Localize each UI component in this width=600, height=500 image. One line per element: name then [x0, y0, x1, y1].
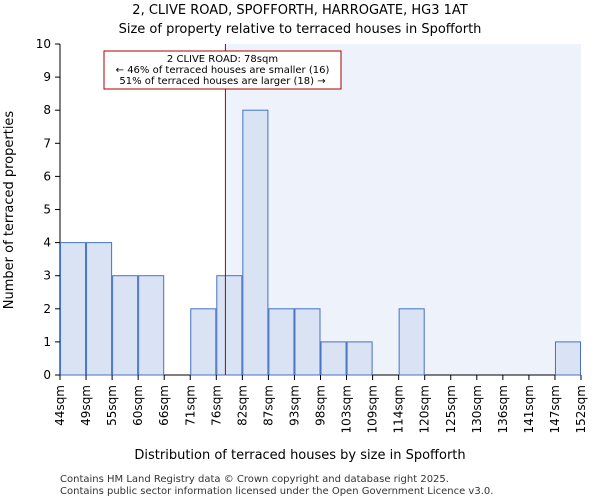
x-tick-label: 98sqm: [314, 385, 328, 426]
annotation-line: 51% of terraced houses are larger (18) →: [119, 76, 325, 87]
histogram-bar: [216, 275, 243, 376]
histogram-bar: [60, 242, 87, 376]
y-axis-label: Number of terraced properties: [2, 111, 17, 310]
histogram-bar: [112, 275, 139, 376]
y-tick-label: 3: [43, 269, 51, 283]
x-tick-label: 82sqm: [235, 385, 249, 426]
x-tick-label: 109sqm: [366, 385, 380, 433]
x-tick-label: 103sqm: [340, 385, 354, 433]
y-tick-label: 6: [43, 169, 51, 183]
histogram-bar: [190, 308, 217, 376]
x-tick-label: 125sqm: [444, 385, 458, 433]
x-axis-label: Distribution of terraced houses by size …: [134, 448, 465, 463]
annotation-box: [103, 50, 342, 90]
y-tick-label: 4: [43, 236, 51, 250]
x-tick-label: 60sqm: [131, 385, 145, 426]
x-tick-label: 152sqm: [574, 385, 588, 433]
footer-line-2: Contains public sector information licen…: [60, 486, 493, 497]
y-tick-label: 9: [43, 70, 51, 84]
y-tick-label: 1: [43, 335, 51, 349]
x-tick-label: 55sqm: [105, 385, 119, 426]
y-tick-label: 2: [43, 302, 51, 316]
x-tick-label: 130sqm: [470, 385, 484, 433]
x-tick-label: 49sqm: [79, 385, 93, 426]
x-tick-label: 44sqm: [53, 385, 67, 426]
histogram-bar: [268, 308, 295, 376]
annotation-line: ← 46% of terraced houses are smaller (16…: [116, 65, 330, 76]
histogram-bar: [320, 341, 347, 376]
footer-line-1: Contains HM Land Registry data © Crown c…: [60, 474, 449, 485]
x-tick-label: 114sqm: [392, 385, 406, 433]
plot-area: 0 1 2 3 4 5 6 7 8 9 10 44sqm 49sqm 55sqm 60sqm 66sqm 71s…: [36, 37, 588, 433]
x-tick-label: 76sqm: [209, 385, 223, 426]
annotation-line: 2 CLIVE ROAD: 78sqm: [167, 54, 278, 65]
histogram-bar: [86, 242, 113, 376]
chart-subtitle: Size of property relative to terraced ho…: [119, 22, 482, 37]
y-tick-label: 7: [43, 136, 51, 150]
histogram-bar: [554, 341, 582, 376]
histogram-bar: [346, 341, 373, 376]
histogram-bar: [294, 308, 321, 376]
x-tick-label: 136sqm: [496, 385, 510, 433]
x-tick-label: 87sqm: [261, 385, 275, 426]
x-tick-label: 71sqm: [183, 385, 197, 426]
y-tick-label: 5: [43, 203, 51, 217]
chart-title: 2, CLIVE ROAD, SPOFFORTH, HARROGATE, HG3…: [132, 3, 467, 18]
x-tick-label: 66sqm: [157, 385, 171, 426]
histogram-bar: [242, 109, 269, 376]
x-tick-label: 141sqm: [522, 385, 536, 433]
y-tick-label: 0: [43, 368, 51, 382]
histogram-bar: [398, 308, 425, 376]
y-tick-label: 8: [43, 103, 51, 117]
x-tick-label: 147sqm: [548, 385, 562, 433]
y-tick-label: 10: [36, 37, 51, 51]
histogram-bar: [138, 275, 165, 376]
x-tick-label: 120sqm: [418, 385, 432, 433]
x-tick-label: 93sqm: [287, 385, 301, 426]
